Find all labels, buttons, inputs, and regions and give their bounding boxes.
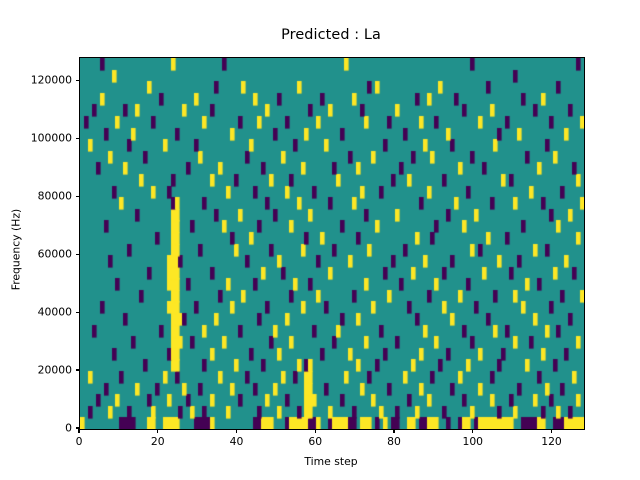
y-axis-tick-label: 80000 [37, 189, 72, 203]
x-axis-tick-mark [550, 429, 553, 433]
x-axis-tick-label: 20 [150, 435, 165, 448]
x-axis-tick-mark [157, 429, 159, 433]
x-axis-tick-label: 120 [541, 435, 562, 448]
y-axis-tick-label: 0 [65, 421, 72, 435]
x-axis-tick-label: 60 [308, 435, 323, 448]
x-axis-tick-label: 40 [229, 435, 244, 448]
y-axis-tick-mark [75, 427, 79, 429]
x-axis-tick-mark [393, 429, 395, 433]
y-axis-tick-mark [75, 79, 79, 81]
x-axis-tick-mark [78, 429, 80, 433]
y-axis-tick-label: 40000 [37, 305, 72, 319]
y-axis-tick-mark [75, 311, 79, 313]
y-axis-tick-label: 60000 [37, 247, 72, 261]
x-axis-tick-mark [235, 429, 238, 433]
page-title: Predicted : La [281, 27, 381, 43]
heatmap-image [80, 58, 584, 429]
x-axis-label: Time step [304, 455, 358, 468]
x-axis-tick-label: 100 [462, 435, 484, 448]
x-axis-tick-label: 80 [387, 435, 401, 448]
x-axis-tick-mark [314, 429, 316, 433]
y-axis-tick-mark [75, 369, 79, 371]
y-axis-tick-label: 20000 [37, 363, 72, 377]
y-axis-tick-mark [75, 195, 79, 197]
x-axis-tick-mark [472, 429, 474, 433]
y-axis-tick-label: 120000 [30, 73, 72, 87]
y-axis-label: Frequency (Hz) [9, 208, 23, 291]
y-axis-tick-mark [75, 137, 79, 139]
y-axis-tick-label: 100000 [30, 131, 72, 145]
y-axis-tick-mark [75, 253, 79, 255]
x-axis-tick-label: 0 [75, 435, 83, 448]
heatmap-axes[interactable] [79, 57, 585, 430]
